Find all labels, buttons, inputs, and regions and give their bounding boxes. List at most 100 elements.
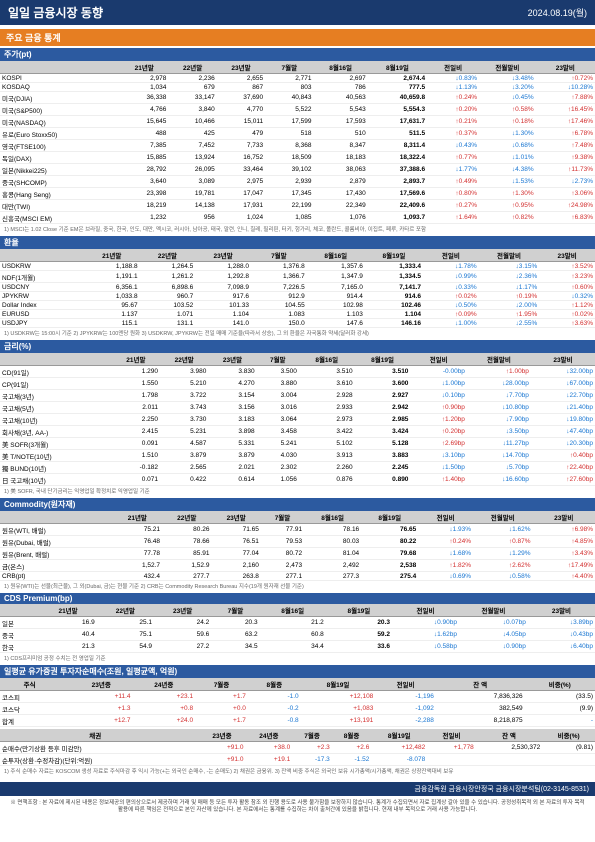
cell: 3.980: [160, 366, 208, 378]
cell: 1,357.6: [307, 262, 365, 271]
cell: ↓0.58bp: [392, 641, 459, 653]
cell: 1,292.8: [195, 271, 251, 283]
cell: 합계: [0, 715, 59, 727]
table-row: 독일(DAX)15,88513,92416,75218,50918,18318,…: [0, 152, 595, 164]
cell: 3.458: [257, 426, 299, 438]
cell: ↓47.40bp: [531, 426, 595, 438]
cell: ↓7.90bp: [467, 414, 531, 426]
col-header: 23년말: [195, 249, 251, 262]
col-header: 채권: [0, 729, 191, 742]
cell: 102.46: [365, 301, 423, 310]
cell: 7,226.5: [251, 283, 307, 292]
cell: ↓4.38%: [479, 164, 536, 176]
col-header: 전일비: [427, 729, 476, 742]
cell: 0.422: [160, 474, 208, 486]
cell: USDCNY: [0, 283, 84, 292]
table-row: 중국40.475.159.663.260.859.2↓1.62bp↓4.05bp…: [0, 629, 595, 641]
table-row: CRB(pt)432.4277.7263.8277.1277.3275.4↓0.…: [0, 572, 595, 581]
cell: 79.53: [261, 536, 304, 548]
cell: ↓7.70bp: [467, 390, 531, 402]
table-row: 한국21.354.927.234.534.433.6↓0.58bp↓0.90bp…: [0, 641, 595, 653]
cell: 獨 BUND(10년): [0, 462, 112, 474]
cell: ↓10.80bp: [467, 402, 531, 414]
cell: KOSPI: [0, 74, 120, 83]
table-row: 유로(Euro Stoxx50)488425479518510511.5↑0.3…: [0, 128, 595, 140]
cell: ↓0.90bp: [392, 617, 459, 629]
cell: 432.4: [113, 572, 162, 581]
cell: 4,766: [120, 104, 168, 116]
cell: ↑1.82%: [418, 560, 473, 572]
commodity-table: 21년말22년말23년말7월말8월16일8월19일전일비전월말비23말비 원유(…: [0, 511, 595, 581]
cell: ↓67.00bp: [531, 378, 595, 390]
col-header: 8월19일: [371, 729, 427, 742]
cell: 미국(S&P500): [0, 104, 120, 116]
cell: 2.942: [355, 402, 411, 414]
table-row: 대만(TWI)18,21914,13817,93122,19922,34922,…: [0, 200, 595, 212]
cell: 34.4: [260, 641, 326, 653]
cell: 786: [314, 83, 368, 92]
col-header: 22년말: [97, 604, 154, 617]
cell: (9.81): [542, 742, 595, 754]
cell: ↑1.64%: [427, 212, 479, 224]
col-header: 23말비: [539, 249, 595, 262]
table-row: 중국(SHCOMP)3,6403,0892,9752,9392,8792,893…: [0, 176, 595, 188]
col-header: 전월말비: [479, 249, 540, 262]
cell: 777.5: [368, 83, 427, 92]
cell: ↓21.40bp: [531, 402, 595, 414]
cell: 102.98: [307, 301, 365, 310]
cell: 76.51: [211, 536, 260, 548]
cell: 3.883: [355, 450, 411, 462]
cell: ↑2.69bp: [410, 438, 466, 450]
cell: 3.610: [299, 378, 355, 390]
cell: +12,482: [371, 742, 427, 754]
cell: -0.8: [248, 715, 301, 727]
cell: 17,430: [314, 188, 368, 200]
cell: ↑1.30%: [479, 188, 536, 200]
cell: 일본: [0, 617, 39, 629]
col-header: 전월말비: [479, 61, 536, 74]
cell: 146.16: [365, 319, 423, 328]
fx-table: 21년말22년말23년말7월말8월16일8월19일전일비전월말비23말비 USD…: [0, 249, 595, 328]
cell: ↓1.68%: [418, 548, 473, 560]
cell: +24.0: [133, 715, 196, 727]
cell: ↓19.80bp: [531, 414, 595, 426]
cell: 17,599: [265, 116, 313, 128]
cell: ↓1.62bp: [392, 629, 459, 641]
cell: ↑9.38%: [536, 152, 595, 164]
cell: 131.1: [140, 319, 196, 328]
cell: ↑4.40%: [533, 572, 595, 581]
cell: 5,554.3: [368, 104, 427, 116]
cell: 3.156: [208, 402, 256, 414]
cell: ↑6.98%: [533, 524, 595, 536]
cell: 63.2: [211, 629, 259, 641]
cell: ↑0.20bp: [410, 426, 466, 438]
cell: 원유(Dubai, 배럴): [0, 536, 113, 548]
col-header: 22년말: [162, 511, 211, 524]
cell: 18,322.4: [368, 152, 427, 164]
cell: ↑0.24%: [418, 536, 473, 548]
cell: 17,345: [265, 188, 313, 200]
cell: 6,356.1: [84, 283, 140, 292]
cell: 17,047: [217, 188, 265, 200]
col-header: 8월중: [248, 678, 301, 691]
cell: 3.600: [355, 378, 411, 390]
cell: 1,034: [120, 83, 168, 92]
cell: 중국(SHCOMP): [0, 176, 120, 188]
col-header: 23말비: [528, 604, 595, 617]
cell: 103.52: [140, 301, 196, 310]
table-row: 일본16.925.124.220.321.220.3↓0.90bp↓0.07bp…: [0, 617, 595, 629]
cell: ↑0.82%: [479, 212, 536, 224]
cell: 5.128: [355, 438, 411, 450]
cell: 277.3: [304, 572, 361, 581]
cell: ↓1.93%: [418, 524, 473, 536]
cell: 40,563: [314, 92, 368, 104]
col-header: 8월16일: [260, 604, 326, 617]
cell: ↑11.73%: [536, 164, 595, 176]
table-row: USDCNY6,356.16,898.67,098.97,226.57,165.…: [0, 283, 595, 292]
cell: 60.8: [260, 629, 326, 641]
table-row: KOSPI2,9782,2362,6552,7712,6972,674.4↓0.…: [0, 74, 595, 83]
col-header: 24년중: [245, 729, 292, 742]
cell: 순투자(상환·수정차감)(단위:억원): [0, 754, 191, 766]
cell: ↑0.77%: [427, 152, 479, 164]
col-header: 23말비: [536, 61, 595, 74]
